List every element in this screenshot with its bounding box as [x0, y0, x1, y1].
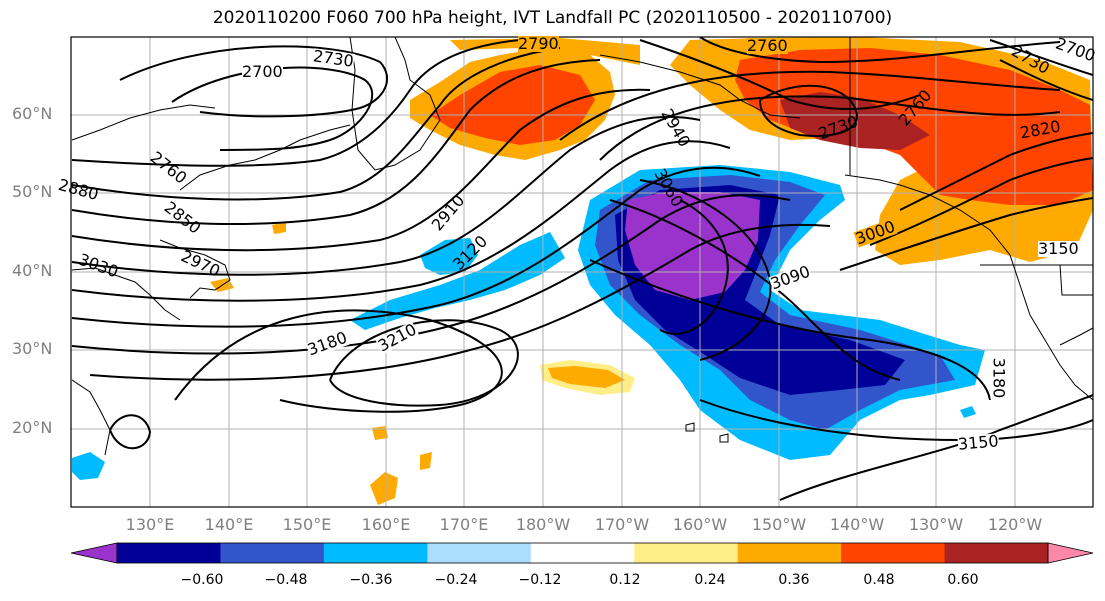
colorbar-frame: [116, 542, 1049, 564]
colorbar-tick-label: −0.12: [518, 572, 562, 588]
colorbar-segment: [944, 543, 1049, 563]
lon-label: 180°W: [515, 515, 571, 534]
lon-label: 120°W: [987, 515, 1043, 534]
contour-label: 3150: [1038, 239, 1079, 258]
coastlines: [71, 37, 1093, 456]
colorbar-tick-label: 0.60: [947, 572, 979, 588]
contour-label: 2790: [518, 34, 559, 53]
colorbar-extend-left: [70, 542, 118, 564]
lat-label: 40°N: [12, 261, 53, 280]
colorbar-tick-label: −0.48: [264, 572, 308, 588]
contour-label: 2760: [747, 36, 788, 55]
lat-label: 50°N: [12, 182, 53, 201]
contour-label: 3180: [989, 357, 1009, 399]
lon-label: 130°W: [908, 515, 964, 534]
colorbar-segment: [530, 543, 635, 563]
map-frame: [70, 36, 1094, 508]
lat-label: 20°N: [12, 418, 53, 437]
colorbar-tick-label: −0.24: [434, 572, 478, 588]
colorbar-extend-right: [1047, 542, 1094, 564]
map-panel: [71, 37, 1093, 507]
lon-label: 170°W: [594, 515, 650, 534]
colorbar-segment: [634, 543, 739, 563]
colorbar-tick-label: 0.36: [778, 572, 810, 588]
lon-label: 150°E: [282, 515, 332, 534]
colorbar-segment: [117, 543, 221, 563]
colorbar-tick-label: 0.24: [694, 572, 726, 588]
lon-label: 160°E: [361, 515, 411, 534]
lon-label: 160°W: [672, 515, 728, 534]
colorbar-tick-label: −0.60: [180, 572, 224, 588]
colorbar-segment: [737, 543, 842, 563]
lon-label: 140°W: [829, 515, 885, 534]
contour-label: 3150: [957, 431, 1000, 454]
map-title: 2020110200 F060 700 hPa height, IVT Land…: [212, 8, 893, 28]
colorbar-tick-label: −0.36: [349, 572, 393, 588]
colorbar-tick-label: 0.48: [863, 572, 895, 588]
colorbar: [70, 542, 1094, 564]
lon-label: 150°W: [751, 515, 807, 534]
lat-label: 30°N: [12, 339, 53, 358]
contour-label: 2700: [242, 62, 283, 81]
lon-label: 170°E: [439, 515, 489, 534]
colorbar-segment: [427, 543, 532, 563]
lat-label: 60°N: [12, 104, 53, 123]
colorbar-segment: [323, 543, 428, 563]
lon-label: 130°E: [125, 515, 175, 534]
colorbar-tick-label: 0.12: [609, 572, 641, 588]
colorbar-segment: [841, 543, 946, 563]
colorbar-segment: [220, 543, 325, 563]
lon-label: 140°E: [204, 515, 254, 534]
